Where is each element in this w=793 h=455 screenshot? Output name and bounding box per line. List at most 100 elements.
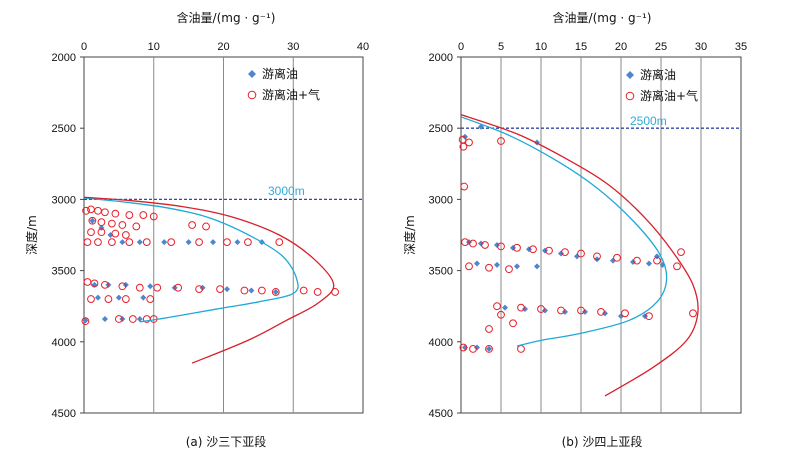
panel-b-legend: 游离油 游离油+气: [625, 67, 698, 103]
data-point-free-oil: [534, 263, 540, 270]
data-point-free-oil: [185, 239, 192, 246]
y-tick-label: 3000: [429, 194, 453, 206]
y-tick-label: 2500: [52, 123, 76, 135]
data-point-free-oil: [602, 310, 608, 317]
data-point-free-oil: [558, 250, 564, 257]
trend-curve-free-oil-gas: [83, 196, 335, 364]
y-tick-label: 2000: [52, 52, 76, 64]
data-point-free-oil-gas: [153, 283, 162, 292]
panel-b-legend-diamond-icon: [626, 71, 634, 79]
data-point-free-oil-gas: [114, 315, 123, 323]
data-point-free-oil: [514, 263, 520, 270]
x-tick-label: 30: [287, 41, 299, 53]
data-point-free-oil-gas: [497, 242, 505, 251]
data-point-free-oil: [494, 241, 500, 248]
data-point-free-oil-gas: [313, 288, 322, 296]
panel-b-reference-line: 2500m: [461, 114, 741, 129]
data-point-free-oil-gas: [517, 345, 525, 353]
data-point-free-oil: [522, 306, 528, 313]
data-point-free-oil-gas: [677, 248, 685, 256]
data-point-free-oil-gas: [139, 211, 148, 219]
y-tick-label: 3000: [52, 194, 76, 206]
y-tick-label: 3500: [52, 266, 76, 278]
data-point-free-oil-gas: [689, 309, 697, 318]
data-point-free-oil-gas: [597, 307, 605, 316]
data-point-free-oil: [101, 316, 108, 323]
panel-b-legend-free-oil-gas: 游离油+气: [640, 88, 698, 103]
data-point-free-oil-gas: [87, 205, 95, 214]
data-point-free-oil: [526, 246, 532, 253]
data-point-free-oil: [630, 259, 636, 266]
data-point-free-oil: [466, 239, 472, 246]
data-point-free-oil-gas: [493, 302, 501, 311]
data-point-free-oil-gas: [125, 238, 134, 247]
data-point-free-oil: [119, 239, 126, 246]
panel-b-legend-circle-icon: [625, 91, 635, 101]
panel-a-grid: [153, 57, 294, 413]
data-point-free-oil-gas: [167, 238, 176, 247]
x-tick-label: 40: [357, 41, 369, 53]
data-point-free-oil-gas: [460, 182, 469, 191]
data-point-free-oil-gas: [101, 208, 109, 217]
data-point-free-oil-gas: [202, 222, 210, 231]
data-point-free-oil-gas: [97, 228, 106, 237]
data-point-free-oil-gas: [125, 211, 134, 219]
x-tick-label: 20: [615, 41, 627, 53]
panel-a-legend-circle-icon: [247, 90, 257, 100]
data-point-free-oil-gas: [83, 278, 92, 286]
data-point-free-oil-gas: [497, 310, 505, 319]
x-tick-label: 10: [148, 41, 160, 53]
data-point-free-oil-gas: [132, 222, 141, 231]
data-point-free-oil-gas: [271, 288, 280, 296]
data-point-free-oil-gas: [459, 343, 468, 352]
y-tick-label: 2500: [429, 123, 453, 135]
data-point-free-oil-gas: [195, 285, 203, 294]
data-point-free-oil-gas: [216, 285, 224, 294]
data-point-free-oil-gas: [244, 238, 252, 247]
data-point-free-oil-gas: [505, 265, 513, 274]
panel-a: 含油量/(mg · g⁻¹) 深度/m (a) 沙三下亚段 0 10 20 30 40 …: [24, 10, 369, 449]
data-point-free-oil-gas: [613, 253, 621, 262]
panel-a-reference-label: 3000m: [268, 184, 305, 198]
panel-a-legend-free-oil-gas: 游离油+气: [262, 87, 320, 102]
data-point-free-oil-gas: [88, 216, 97, 225]
data-point-free-oil-gas: [142, 238, 151, 247]
data-point-free-oil-gas: [299, 286, 308, 295]
data-point-free-oil-gas: [104, 295, 113, 303]
panel-b-points: [458, 123, 697, 353]
data-point-free-oil-gas: [118, 282, 127, 291]
panel-b-legend-free-oil: 游离油: [640, 67, 676, 82]
data-point-free-oil-gas: [561, 248, 569, 256]
data-point-free-oil-gas: [485, 263, 493, 272]
data-point-free-oil-gas: [257, 286, 266, 295]
y-tick-label: 4500: [429, 408, 453, 420]
data-point-free-oil-gas: [469, 345, 477, 353]
data-point-free-oil: [234, 239, 241, 246]
panel-a-legend-free-oil: 游离油: [262, 66, 298, 81]
data-point-free-oil-gas: [593, 252, 601, 261]
data-point-free-oil-gas: [485, 325, 493, 333]
data-point-free-oil-gas: [188, 221, 197, 229]
data-point-free-oil-gas: [461, 238, 469, 247]
data-point-free-oil-gas: [111, 229, 120, 238]
data-point-free-oil: [89, 217, 96, 224]
data-point-free-oil: [82, 317, 89, 324]
data-point-free-oil: [223, 286, 230, 293]
trend-curve-free-oil: [460, 116, 668, 347]
data-point-free-oil-gas: [621, 309, 629, 318]
data-point-free-oil-gas: [223, 238, 231, 247]
y-tick-label: 2000: [429, 52, 453, 64]
data-point-free-oil-gas: [469, 239, 477, 248]
data-point-free-oil: [502, 304, 508, 311]
x-tick-label: 20: [217, 41, 229, 53]
data-point-free-oil: [542, 247, 548, 254]
data-point-free-oil: [161, 239, 168, 246]
panel-a-y-ticks: 2000 2500 3000 3500 4000 4500: [52, 52, 84, 420]
data-point-free-oil-gas: [275, 238, 284, 247]
x-tick-label: 5: [498, 41, 504, 53]
data-point-free-oil: [642, 313, 648, 320]
data-point-free-oil-gas: [509, 319, 517, 328]
data-point-free-oil-gas: [513, 243, 521, 252]
y-tick-label: 3500: [429, 266, 453, 278]
data-point-free-oil-gas: [537, 305, 545, 313]
